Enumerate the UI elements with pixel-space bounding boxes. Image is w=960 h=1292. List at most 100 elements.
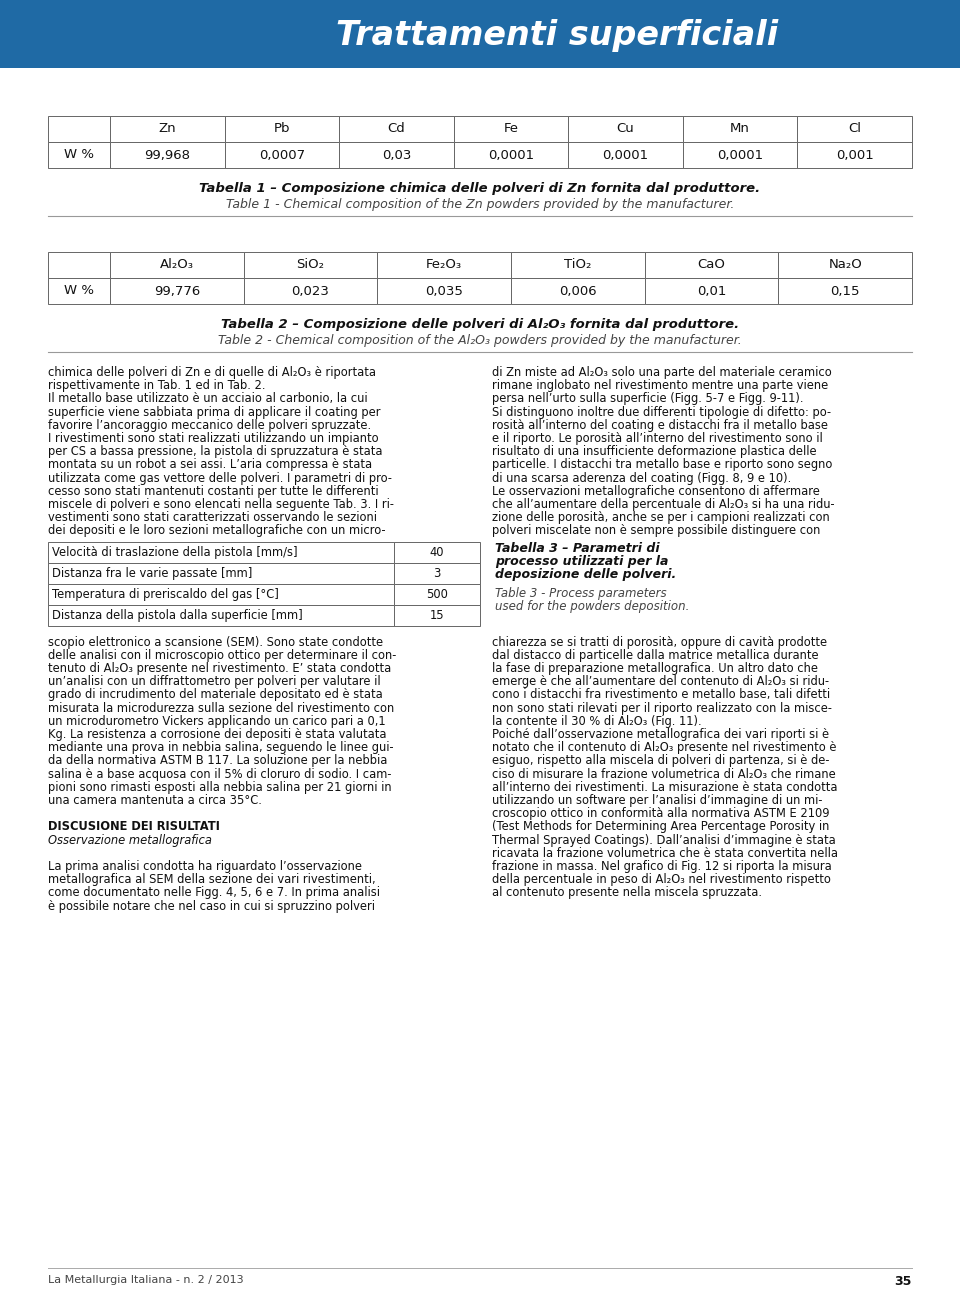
Text: 0,15: 0,15 bbox=[830, 284, 860, 297]
Bar bbox=[511, 252, 645, 278]
Text: 15: 15 bbox=[429, 609, 444, 621]
Text: 0,0001: 0,0001 bbox=[603, 149, 649, 162]
Bar bbox=[394, 541, 480, 562]
Text: rimane inglobato nel rivestimento mentre una parte viene: rimane inglobato nel rivestimento mentre… bbox=[492, 379, 828, 393]
Text: La Metallurgia Italiana - n. 2 / 2013: La Metallurgia Italiana - n. 2 / 2013 bbox=[48, 1275, 244, 1286]
Text: persa nell’urto sulla superficie (Figg. 5-7 e Figg. 9-11).: persa nell’urto sulla superficie (Figg. … bbox=[492, 393, 804, 406]
Text: Kg. La resistenza a corrosione dei depositi è stata valutata: Kg. La resistenza a corrosione dei depos… bbox=[48, 727, 387, 742]
Bar bbox=[377, 252, 511, 278]
Text: vestimenti sono stati caratterizzati osservando le sezioni: vestimenti sono stati caratterizzati oss… bbox=[48, 512, 377, 525]
Text: I rivestimenti sono stati realizzati utilizzando un impianto: I rivestimenti sono stati realizzati uti… bbox=[48, 432, 378, 444]
Text: emerge è che all’aumentare del contenuto di Al₂O₃ si ridu-: emerge è che all’aumentare del contenuto… bbox=[492, 676, 829, 689]
Text: 500: 500 bbox=[426, 588, 447, 601]
Text: e il riporto. Le porosità all’interno del rivestimento sono il: e il riporto. Le porosità all’interno de… bbox=[492, 432, 823, 444]
Text: un’analisi con un diffrattometro per polveri per valutare il: un’analisi con un diffrattometro per pol… bbox=[48, 676, 380, 689]
Text: utilizzata come gas vettore delle polveri. I parametri di pro-: utilizzata come gas vettore delle polver… bbox=[48, 472, 392, 484]
Text: Table 3 - Process parameters: Table 3 - Process parameters bbox=[495, 587, 666, 599]
Text: scopio elettronico a scansione (SEM). Sono state condotte: scopio elettronico a scansione (SEM). So… bbox=[48, 636, 383, 649]
Text: della percentuale in peso di Al₂O₃ nel rivestimento rispetto: della percentuale in peso di Al₂O₃ nel r… bbox=[492, 873, 830, 886]
Text: è possibile notare che nel caso in cui si spruzzino polveri: è possibile notare che nel caso in cui s… bbox=[48, 899, 375, 912]
Text: Table 2 - Chemical composition of the Al₂O₃ powders provided by the manufacturer: Table 2 - Chemical composition of the Al… bbox=[218, 335, 742, 348]
Text: 0,0001: 0,0001 bbox=[717, 149, 763, 162]
Bar bbox=[568, 116, 683, 142]
Bar bbox=[339, 116, 454, 142]
Bar bbox=[48, 142, 110, 168]
Text: Si distinguono inoltre due differenti tipologie di difetto: po-: Si distinguono inoltre due differenti ti… bbox=[492, 406, 831, 419]
Text: una camera mantenuta a circa 35°C.: una camera mantenuta a circa 35°C. bbox=[48, 795, 262, 808]
Text: la fase di preparazione metallografica. Un altro dato che: la fase di preparazione metallografica. … bbox=[492, 662, 818, 674]
Text: risultato di una insufficiente deformazione plastica delle: risultato di una insufficiente deformazi… bbox=[492, 446, 817, 459]
Bar bbox=[110, 116, 225, 142]
Bar bbox=[48, 116, 110, 142]
Text: esiguo, rispetto alla miscela di polveri di partenza, si è de-: esiguo, rispetto alla miscela di polveri… bbox=[492, 755, 829, 767]
Text: utilizzando un software per l’analisi d’immagine di un mi-: utilizzando un software per l’analisi d’… bbox=[492, 795, 823, 808]
Text: 0,023: 0,023 bbox=[292, 284, 329, 297]
Text: 0,01: 0,01 bbox=[697, 284, 726, 297]
Bar bbox=[454, 142, 568, 168]
Text: mediante una prova in nebbia salina, seguendo le linee gui-: mediante una prova in nebbia salina, seg… bbox=[48, 742, 394, 755]
Text: (Test Methods for Determining Area Percentage Porosity in: (Test Methods for Determining Area Perce… bbox=[492, 820, 829, 833]
Text: La prima analisi condotta ha riguardato l’osservazione: La prima analisi condotta ha riguardato … bbox=[48, 860, 362, 873]
Text: Cu: Cu bbox=[616, 123, 635, 136]
Text: 3: 3 bbox=[433, 567, 441, 580]
Bar bbox=[110, 278, 244, 304]
Text: polveri miscelate non è sempre possibile distinguere con: polveri miscelate non è sempre possibile… bbox=[492, 525, 821, 537]
Bar bbox=[798, 142, 912, 168]
Text: W %: W % bbox=[64, 284, 94, 297]
Text: la contente il 30 % di Al₂O₃ (Fig. 11).: la contente il 30 % di Al₂O₃ (Fig. 11). bbox=[492, 714, 702, 727]
Text: SiO₂: SiO₂ bbox=[297, 258, 324, 271]
Text: di Zn miste ad Al₂O₃ solo una parte del materiale ceramico: di Zn miste ad Al₂O₃ solo una parte del … bbox=[492, 366, 831, 379]
Text: da della normativa ASTM B 117. La soluzione per la nebbia: da della normativa ASTM B 117. La soluzi… bbox=[48, 755, 388, 767]
Text: TiO₂: TiO₂ bbox=[564, 258, 591, 271]
Text: Velocità di traslazione della pistola [mm/s]: Velocità di traslazione della pistola [m… bbox=[52, 545, 298, 558]
Text: non sono stati rilevati per il riporto realizzato con la misce-: non sono stati rilevati per il riporto r… bbox=[492, 702, 832, 714]
Text: dal distacco di particelle dalla matrice metallica durante: dal distacco di particelle dalla matrice… bbox=[492, 649, 819, 662]
Text: 99,968: 99,968 bbox=[144, 149, 190, 162]
Bar bbox=[48, 605, 394, 625]
Text: notato che il contenuto di Al₂O₃ presente nel rivestimento è: notato che il contenuto di Al₂O₃ present… bbox=[492, 742, 836, 755]
Text: Tabella 1 – Composizione chimica delle polveri di Zn fornita dal produttore.: Tabella 1 – Composizione chimica delle p… bbox=[200, 182, 760, 195]
Text: Trattamenti superficiali: Trattamenti superficiali bbox=[336, 19, 778, 52]
Bar bbox=[110, 142, 225, 168]
Text: ciso di misurare la frazione volumetrica di Al₂O₃ che rimane: ciso di misurare la frazione volumetrica… bbox=[492, 767, 836, 780]
Text: pioni sono rimasti esposti alla nebbia salina per 21 giorni in: pioni sono rimasti esposti alla nebbia s… bbox=[48, 780, 392, 793]
Text: salina è a base acquosa con il 5% di cloruro di sodio. I cam-: salina è a base acquosa con il 5% di clo… bbox=[48, 767, 392, 780]
Text: Fe: Fe bbox=[503, 123, 518, 136]
Text: 0,0007: 0,0007 bbox=[259, 149, 305, 162]
Bar bbox=[244, 252, 377, 278]
Text: W %: W % bbox=[64, 149, 94, 162]
Bar bbox=[779, 278, 912, 304]
Text: metallografica al SEM della sezione dei vari rivestimenti,: metallografica al SEM della sezione dei … bbox=[48, 873, 375, 886]
Text: come documentato nelle Figg. 4, 5, 6 e 7. In prima analisi: come documentato nelle Figg. 4, 5, 6 e 7… bbox=[48, 886, 380, 899]
Text: che all’aumentare della percentuale di Al₂O₃ si ha una ridu-: che all’aumentare della percentuale di A… bbox=[492, 497, 834, 512]
Text: Pb: Pb bbox=[274, 123, 290, 136]
Bar bbox=[244, 278, 377, 304]
Text: deposizione delle polveri.: deposizione delle polveri. bbox=[495, 567, 676, 580]
Text: 0,03: 0,03 bbox=[382, 149, 411, 162]
Text: 40: 40 bbox=[429, 545, 444, 558]
Text: Distanza fra le varie passate [mm]: Distanza fra le varie passate [mm] bbox=[52, 567, 252, 580]
Text: Cl: Cl bbox=[849, 123, 861, 136]
Text: frazione in massa. Nel grafico di Fig. 12 si riporta la misura: frazione in massa. Nel grafico di Fig. 1… bbox=[492, 860, 831, 873]
Text: Il metallo base utilizzato è un acciaio al carbonio, la cui: Il metallo base utilizzato è un acciaio … bbox=[48, 393, 368, 406]
Text: 0,035: 0,035 bbox=[425, 284, 463, 297]
Text: Poiché dall’osservazione metallografica dei vari riporti si è: Poiché dall’osservazione metallografica … bbox=[492, 727, 829, 742]
Bar bbox=[48, 541, 394, 562]
Text: montata su un robot a sei assi. L’aria compressa è stata: montata su un robot a sei assi. L’aria c… bbox=[48, 459, 372, 472]
Text: cono i distacchi fra rivestimento e metallo base, tali difetti: cono i distacchi fra rivestimento e meta… bbox=[492, 689, 830, 702]
Bar bbox=[645, 278, 779, 304]
Text: Fe₂O₃: Fe₂O₃ bbox=[426, 258, 462, 271]
Text: zione delle porosità, anche se per i campioni realizzati con: zione delle porosità, anche se per i cam… bbox=[492, 512, 829, 525]
Text: un microdurometro Vickers applicando un carico pari a 0,1: un microdurometro Vickers applicando un … bbox=[48, 714, 386, 727]
Text: superficie viene sabbiata prima di applicare il coating per: superficie viene sabbiata prima di appli… bbox=[48, 406, 380, 419]
Text: Mn: Mn bbox=[731, 123, 750, 136]
Bar bbox=[645, 252, 779, 278]
Text: miscele di polveri e sono elencati nella seguente Tab. 3. I ri-: miscele di polveri e sono elencati nella… bbox=[48, 497, 394, 512]
Text: 0,001: 0,001 bbox=[836, 149, 874, 162]
Text: grado di incrudimento del materiale depositato ed è stata: grado di incrudimento del materiale depo… bbox=[48, 689, 383, 702]
Text: tenuto di Al₂O₃ presente nel rivestimento. E’ stata condotta: tenuto di Al₂O₃ presente nel rivestiment… bbox=[48, 662, 392, 674]
Text: Table 1 - Chemical composition of the Zn powders provided by the manufacturer.: Table 1 - Chemical composition of the Zn… bbox=[226, 198, 734, 211]
Bar bbox=[225, 116, 339, 142]
Text: per CS a bassa pressione, la pistola di spruzzatura è stata: per CS a bassa pressione, la pistola di … bbox=[48, 446, 382, 459]
Bar bbox=[454, 116, 568, 142]
